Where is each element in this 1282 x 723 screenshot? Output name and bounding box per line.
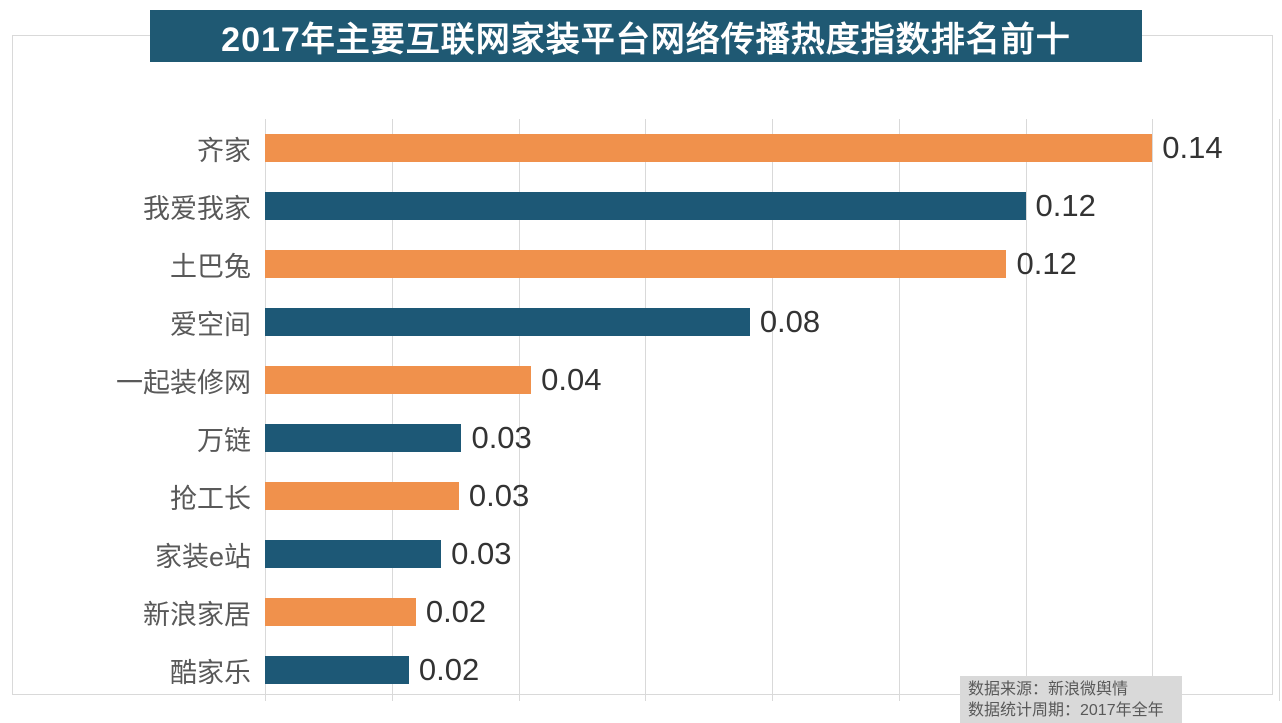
vertical-gridline — [898, 119, 900, 701]
category-label: 土巴兔 — [170, 251, 251, 282]
bar — [265, 540, 442, 568]
bar-track: 0.03 — [265, 467, 1279, 525]
source-line-2: 数据统计周期：2017年全年 — [968, 702, 1164, 719]
bar-row: 爱空间 0.08 — [39, 293, 1279, 351]
category-label: 我爱我家 — [143, 193, 251, 224]
bar-track: 0.02 — [265, 641, 1279, 699]
vertical-gridline — [1279, 119, 1280, 701]
value-label: 0.12 — [1016, 246, 1077, 281]
bar — [265, 192, 1026, 220]
value-label: 0.03 — [471, 420, 532, 455]
bar-row: 万链 0.03 — [39, 409, 1279, 467]
bar-track: 0.04 — [265, 351, 1279, 409]
category-label: 新浪家居 — [143, 599, 251, 630]
bar-row: 家装e站 0.03 — [39, 525, 1279, 583]
bar-row: 新浪家居 0.02 — [39, 583, 1279, 641]
bar-row: 酷家乐 0.02 — [39, 641, 1279, 699]
value-label: 0.02 — [418, 652, 480, 687]
bar-track: 0.12 — [265, 177, 1279, 235]
vertical-gridline — [1025, 119, 1027, 701]
vertical-gridline — [265, 119, 266, 701]
bar — [265, 134, 1153, 162]
bar — [265, 598, 416, 626]
value-label: 0.04 — [541, 362, 602, 397]
vertical-gridline — [1152, 119, 1154, 701]
chart-border-box: 齐家 0.14 我爱我家 0.12 土巴兔 0.12 爱空间 0.08 一起装修网 0.04 万链 0… — [12, 35, 1280, 701]
bar-row: 齐家 0.14 — [39, 119, 1279, 177]
category-label: 一起装修网 — [116, 367, 251, 398]
vertical-gridline — [391, 119, 393, 701]
category-label: 万链 — [197, 425, 251, 456]
bar-track: 0.03 — [265, 409, 1279, 467]
bar-row: 一起装修网 0.04 — [39, 351, 1279, 409]
bar — [265, 482, 459, 510]
category-label: 爱空间 — [170, 309, 251, 340]
bar-rows: 齐家 0.14 我爱我家 0.12 土巴兔 0.12 爱空间 0.08 一起装修网 0.04 万链 0… — [39, 119, 1279, 699]
bar-track: 0.12 — [265, 235, 1279, 293]
bar-track: 0.03 — [265, 525, 1279, 583]
bar-row: 土巴兔 0.12 — [39, 235, 1279, 293]
category-label: 家装e站 — [154, 541, 251, 572]
value-label: 0.08 — [759, 304, 821, 339]
bar-row: 我爱我家 0.12 — [39, 177, 1279, 235]
bar-track: 0.02 — [265, 583, 1279, 641]
bar — [265, 656, 409, 684]
category-label: 齐家 — [197, 135, 251, 166]
value-label: 0.03 — [451, 536, 512, 571]
category-label: 抢工长 — [170, 483, 251, 514]
category-label: 酷家乐 — [170, 657, 251, 688]
bar-track: 0.08 — [265, 293, 1279, 351]
vertical-gridline — [772, 119, 773, 701]
chart-title: 2017年主要互联网家装平台网络传播热度指数排名前十 — [221, 20, 1071, 59]
vertical-gridline — [518, 119, 520, 701]
vertical-gridline — [645, 119, 647, 701]
value-label: 0.02 — [425, 594, 487, 629]
source-note-box: 数据来源：新浪微舆情 数据统计周期：2017年全年 — [960, 676, 1182, 723]
bar — [265, 308, 750, 336]
bar — [265, 366, 532, 394]
source-line-1: 数据来源：新浪微舆情 — [968, 681, 1129, 698]
value-label: 0.12 — [1035, 188, 1096, 223]
bar-track: 0.14 — [265, 119, 1279, 177]
plot-area — [265, 119, 1280, 701]
value-label: 0.03 — [468, 478, 530, 513]
bar-row: 抢工长 0.03 — [39, 467, 1279, 525]
bar — [265, 250, 1007, 278]
chart-title-banner: 2017年主要互联网家装平台网络传播热度指数排名前十 — [150, 10, 1142, 62]
bar — [265, 424, 462, 452]
value-label: 0.14 — [1162, 130, 1223, 165]
